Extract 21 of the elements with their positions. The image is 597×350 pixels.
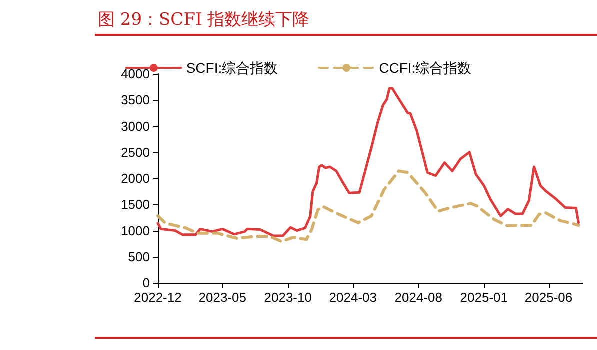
line-series [156,170,580,244]
legend-label: SCFI:综合指数 [186,60,278,76]
x-tick-label: 2024-08 [394,290,443,305]
legend-label: CCFI:综合指数 [379,60,472,76]
y-tick-label: 1000 [121,223,150,238]
chart-title: 图 29：SCFI 指数继续下降 [95,6,597,36]
y-tick-label: 3000 [121,118,150,134]
y-tick-label: 3500 [121,92,150,108]
y-tick-label: 0 [142,276,150,290]
x-tick-label: 2022-12 [134,290,182,305]
x-tick-label: 2024-03 [329,290,378,305]
y-tick-label: 500 [128,249,150,264]
y-tick-label: 2000 [121,171,150,186]
y-tick-label: 2500 [121,144,150,160]
x-tick-label: 2023-05 [198,290,246,305]
x-tick-label: 2023-10 [264,290,312,305]
x-tick-label: 2025-01 [460,290,508,305]
y-tick-label: 1500 [121,197,150,212]
x-tick-label: 2025-06 [524,290,573,305]
y-tick-label: 4000 [121,66,150,82]
line-series [156,87,580,238]
